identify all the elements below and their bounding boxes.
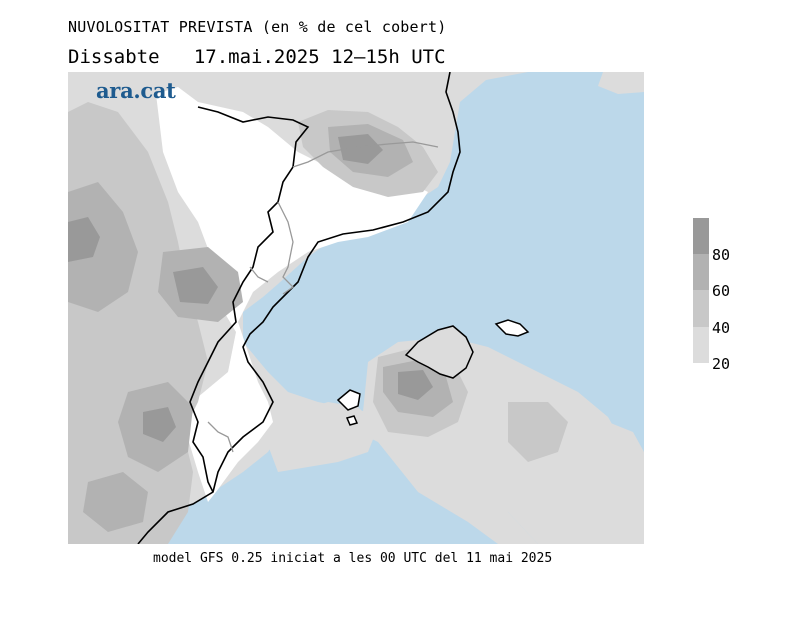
legend-label-60: 60	[712, 282, 731, 300]
legend-label-20: 20	[712, 355, 731, 373]
mallorca-island	[404, 325, 474, 379]
cloud-heavy-4	[338, 134, 383, 164]
cloud-dark-west-1	[68, 182, 138, 312]
cloud-patch-east	[578, 422, 644, 492]
legend-swatch-80	[693, 218, 709, 254]
clear-sky-area	[156, 87, 428, 502]
map-canvas	[68, 72, 644, 544]
cloud-heavy-5	[398, 370, 433, 400]
cloud-heavy-1	[68, 217, 100, 262]
legend-swatch-20	[693, 327, 709, 363]
legend-swatch-60	[693, 254, 709, 290]
regional-border-valencia	[207, 421, 234, 453]
forecast-time: Dissabte 17.mai.2025 12–15h UTC	[68, 46, 446, 68]
map-title: NUVOLOSITAT PREVISTA (en % de cel cobert…	[68, 18, 447, 36]
menorca-island	[494, 319, 530, 337]
regional-border-catalonia	[249, 141, 439, 295]
forecast-day: Dissabte	[68, 46, 160, 68]
coastline	[137, 72, 461, 544]
country-border	[189, 106, 310, 493]
cloud-dark-south	[83, 472, 148, 532]
cloud-heavy-2	[173, 267, 218, 304]
legend-label-80: 80	[712, 246, 731, 264]
forecast-hours: 12–15h UTC	[331, 46, 446, 68]
cloud-heavy-3	[143, 407, 176, 442]
cloud-patch-north-sea	[598, 72, 644, 94]
model-info: model GFS 0.25 iniciat a les 00 UTC del …	[153, 551, 553, 566]
formentera-island	[345, 415, 359, 426]
legend-swatch-40	[693, 290, 709, 327]
forecast-date: 17.mai.2025	[193, 46, 320, 68]
cloud-cover-map	[68, 72, 644, 544]
cloud-mid-southeast	[508, 402, 568, 462]
legend-bar	[693, 218, 709, 363]
brand-logo[interactable]: ara.cat	[96, 78, 176, 103]
legend-label-40: 40	[712, 319, 731, 337]
sea-area-south	[148, 417, 498, 544]
ibiza-island	[336, 389, 361, 411]
